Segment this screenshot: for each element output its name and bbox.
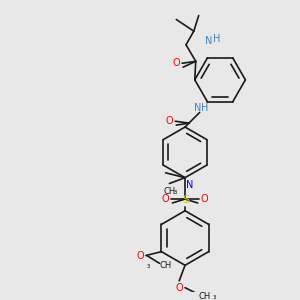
Text: H: H [201,103,208,112]
Text: H: H [214,34,221,44]
Text: N: N [186,181,194,190]
Text: O: O [201,194,208,204]
Text: N: N [194,103,201,112]
Text: O: O [162,194,170,204]
Text: S: S [182,195,190,205]
Text: CH: CH [159,261,172,270]
Text: O: O [176,283,183,293]
Text: CH: CH [198,292,211,300]
Text: N: N [205,36,212,46]
Text: ₃: ₃ [174,187,177,196]
Text: O: O [166,116,173,126]
Text: O: O [172,58,180,68]
Text: ₃: ₃ [213,292,216,300]
Text: ₃: ₃ [146,261,149,270]
Text: O: O [136,250,144,260]
Text: CH: CH [163,187,176,196]
